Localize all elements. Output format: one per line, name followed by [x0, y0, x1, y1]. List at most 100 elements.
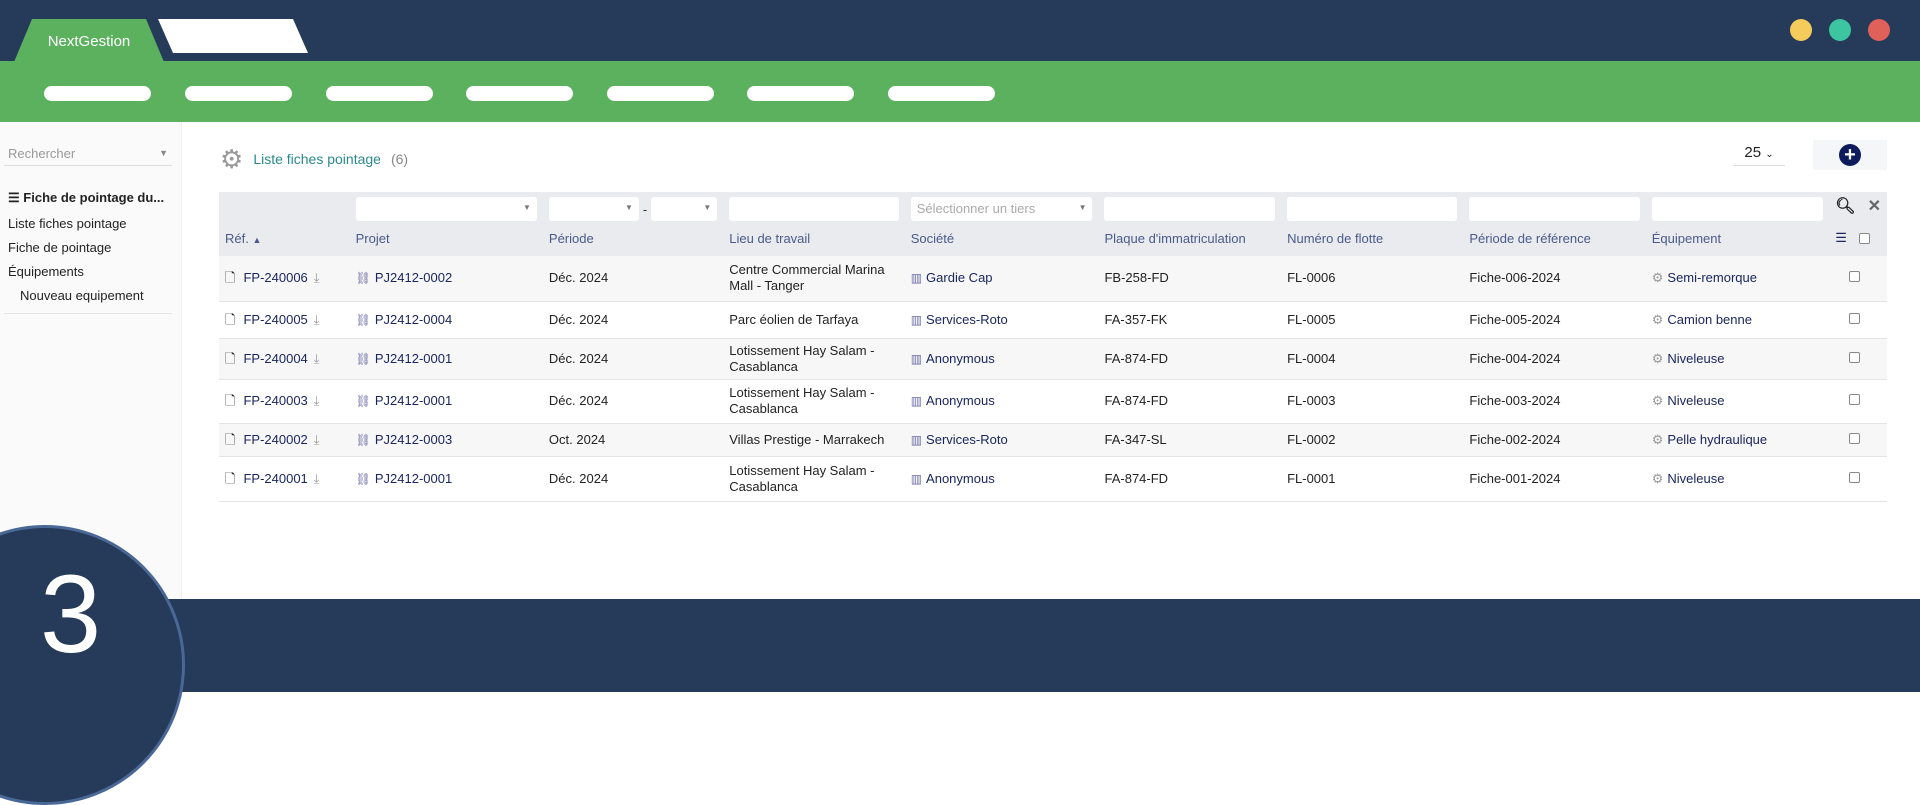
projet-link[interactable]: PJ2412-0004	[374, 311, 453, 327]
blank-tab[interactable]	[158, 19, 308, 53]
download-icon[interactable]: ⤓	[313, 393, 320, 408]
file-icon: 🗋	[225, 270, 236, 286]
brand-tab[interactable]: NextGestion	[14, 19, 164, 62]
lieu-filter[interactable]	[729, 197, 899, 221]
section-label: Fiche de pointage du...	[23, 190, 165, 205]
projet-link[interactable]: PJ2412-0001	[374, 393, 453, 408]
ref-link[interactable]: FP-240004	[243, 350, 308, 366]
projet-link[interactable]: PJ2412-0001	[374, 470, 453, 486]
societe-link[interactable]: Gardie Cap	[926, 270, 993, 286]
download-icon[interactable]: ⤓	[313, 270, 320, 286]
ref-link[interactable]: FP-240002	[243, 431, 308, 447]
plaque: FA-874-FD	[1098, 338, 1282, 380]
ref-link[interactable]: FP-240005	[243, 311, 308, 327]
row-checkbox[interactable]	[1849, 351, 1861, 363]
download-icon[interactable]: ⤓	[313, 350, 320, 366]
per-page-select[interactable]: 25 ⌄	[1733, 144, 1785, 166]
table-row[interactable]: 🗋 FP-240001 ⤓ ⛓ PJ2412-0001 Déc. 2024 Lotis…	[219, 456, 1887, 502]
file-icon: 🗋	[225, 431, 236, 447]
table-row[interactable]: 🗋 FP-240005 ⤓ ⛓ PJ2412-0004 Déc. 2024 Parc …	[219, 301, 1887, 339]
lieu: Centre Commercial Marina Mall - Tanger	[723, 256, 905, 302]
ref-periode-filter[interactable]	[1469, 197, 1640, 221]
nav-item[interactable]	[888, 86, 995, 101]
table-row[interactable]: 🗋 FP-240003 ⤓ ⛓ PJ2412-0001 Déc. 2024 Lotis…	[219, 379, 1887, 424]
equipement-link[interactable]: Pelle hydraulique	[1667, 431, 1768, 447]
equipement-link[interactable]: Niveleuse	[1667, 470, 1725, 486]
sort-ref[interactable]: Réf.	[225, 231, 249, 246]
close-dot[interactable]	[1868, 19, 1890, 41]
period-end-filter[interactable]: ▼	[651, 197, 718, 221]
download-icon[interactable]: ⤓	[313, 431, 320, 447]
header-label: Numéro de flotte	[1287, 231, 1384, 246]
table-row[interactable]: 🗋 FP-240006 ⤓ ⛓ PJ2412-0002 Déc. 2024 Centr…	[219, 256, 1887, 302]
societe-filter[interactable]: Sélectionner un tiers ▼	[910, 197, 1093, 221]
nav-item[interactable]	[44, 86, 151, 101]
col-lieu: Lieu de travail	[723, 192, 904, 256]
gear-icon[interactable]: ⚙	[220, 144, 244, 174]
list-icon[interactable]: ☰	[1835, 230, 1847, 245]
societe-link[interactable]: Services-Roto	[926, 431, 1008, 447]
row-checkbox[interactable]	[1849, 471, 1861, 483]
flotte: FL-0003	[1281, 379, 1464, 424]
gear-icon: ⚙	[1651, 393, 1664, 408]
ref-periode: Fiche-002-2024	[1463, 423, 1646, 457]
periode: Déc. 2024	[542, 456, 724, 502]
societe-link[interactable]: Anonymous	[926, 350, 995, 366]
header-label: Projet	[355, 231, 390, 246]
col-plaque: Plaque d'immatriculation	[1098, 192, 1281, 256]
equipement-link[interactable]: Camion benne	[1667, 311, 1752, 327]
projet-filter[interactable]: ▼	[355, 197, 537, 221]
sidebar-item-liste[interactable]: Liste fiches pointage	[8, 216, 127, 231]
nav-item[interactable]	[185, 86, 292, 101]
building-icon: ▥	[910, 351, 923, 366]
societe-link[interactable]: Services-Roto	[926, 311, 1008, 327]
download-icon[interactable]: ⤓	[313, 311, 320, 327]
row-checkbox[interactable]	[1849, 312, 1861, 324]
ref-link[interactable]: FP-240006	[243, 270, 308, 286]
lieu: Lotissement Hay Salam - Casablanca	[723, 338, 905, 380]
sidebar-search[interactable]: Rechercher ▼	[4, 144, 172, 166]
plaque: FA-874-FD	[1098, 379, 1282, 424]
table-row[interactable]: 🗋 FP-240004 ⤓ ⛓ PJ2412-0001 Déc. 2024 Lotis…	[219, 338, 1887, 380]
nav-item[interactable]	[747, 86, 854, 101]
plaque-filter[interactable]	[1104, 197, 1276, 221]
societe-link[interactable]: Anonymous	[926, 470, 995, 486]
equipement-link[interactable]: Niveleuse	[1667, 350, 1725, 366]
projet-link[interactable]: PJ2412-0003	[374, 431, 453, 447]
gear-icon: ⚙	[1651, 311, 1664, 327]
table-row[interactable]: 🗋 FP-240002 ⤓ ⛓ PJ2412-0003 Oct. 2024 Villa…	[219, 423, 1887, 457]
equipement-link[interactable]: Semi-remorque	[1667, 270, 1757, 286]
building-icon: ▥	[910, 271, 923, 286]
select-all-checkbox[interactable]	[1858, 232, 1870, 244]
nav-item[interactable]	[607, 86, 714, 101]
row-checkbox[interactable]	[1849, 394, 1861, 405]
period-start-filter[interactable]: ▼	[548, 197, 639, 221]
caret-down-icon: ▼	[522, 203, 531, 212]
row-checkbox[interactable]	[1849, 432, 1861, 444]
nav-item[interactable]	[466, 86, 573, 101]
flotte-filter[interactable]	[1287, 197, 1458, 221]
sidebar-section-title[interactable]: ☰ Fiche de pointage du...	[8, 190, 164, 206]
ref-link[interactable]: FP-240003	[243, 393, 308, 408]
add-button[interactable]: +	[1813, 140, 1887, 170]
maximize-dot[interactable]	[1829, 19, 1851, 41]
project-icon: ⛓	[355, 471, 371, 486]
minimize-dot[interactable]	[1790, 19, 1812, 41]
sidebar-item-fiche[interactable]: Fiche de pointage	[8, 240, 112, 255]
ref-link[interactable]: FP-240001	[243, 470, 308, 486]
equipement-link[interactable]: Niveleuse	[1667, 393, 1725, 408]
search-icon[interactable]: 🔍︎	[1835, 198, 1856, 215]
download-icon[interactable]: ⤓	[313, 470, 320, 486]
projet-link[interactable]: PJ2412-0001	[374, 350, 453, 366]
col-periode: ▼ - ▼ Période	[543, 192, 723, 256]
close-icon[interactable]: ✕	[1867, 198, 1881, 215]
societe-link[interactable]: Anonymous	[926, 393, 995, 408]
row-checkbox[interactable]	[1849, 271, 1861, 283]
top-bar	[0, 0, 1920, 62]
sidebar-item-nouveau[interactable]: Nouveau equipement	[20, 288, 144, 303]
sidebar-item-equipements[interactable]: Équipements	[8, 264, 84, 279]
projet-link[interactable]: PJ2412-0002	[374, 270, 453, 286]
ref-periode: Fiche-006-2024	[1463, 256, 1646, 302]
nav-item[interactable]	[326, 86, 433, 101]
equipement-filter[interactable]	[1651, 197, 1824, 221]
